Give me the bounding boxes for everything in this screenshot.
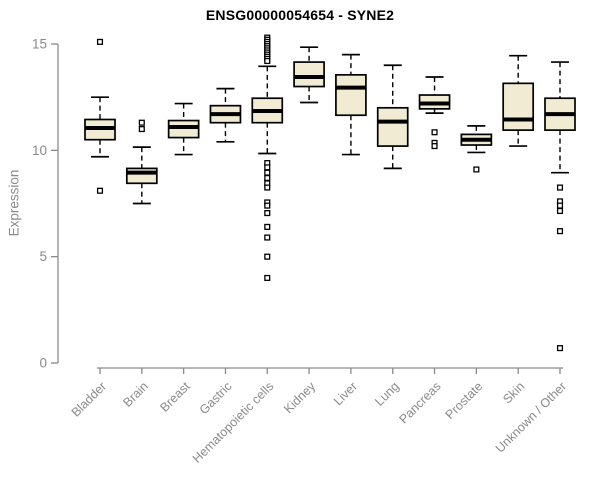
x-category-label-hematopoietic-cells: Hematopoietic cells [190,379,277,466]
outlier-point [556,202,564,209]
x-category-label-gastric: Gastric [197,379,235,417]
outlier-point [138,119,145,126]
box-breast [167,102,200,156]
outlier-point [264,174,271,182]
chart-title: ENSG00000054654 - SYNE2 [205,7,395,23]
box-kidney [293,46,325,104]
outlier-point [556,207,564,214]
box-unknown-other [544,61,576,352]
outlier-point [431,143,438,150]
y-tick-label: 15 [32,37,47,52]
outlier-point [96,187,104,194]
outlier-point [473,166,480,173]
box-prostate [460,125,493,173]
x-category-label-brain: Brain [120,379,151,410]
box-hematopoietic-cells [251,34,284,281]
x-category-label-unknown-other: Unknown / Other [493,379,569,455]
outlier-point [264,57,271,65]
x-category-label-prostate: Prostate [443,379,486,422]
outlier-point [264,210,271,217]
y-tick-label: 10 [32,143,47,158]
outlier-point [264,253,271,260]
box-skin [502,54,535,147]
outlier-point [431,129,438,136]
x-category-label-bladder: Bladder [69,379,109,419]
outlier-point [556,345,564,352]
y-axis: 0 5 10 15 [32,37,59,371]
outlier-point [264,202,271,209]
box-liver [335,53,367,156]
x-category-label-skin: Skin [500,379,527,406]
y-tick-label: 0 [39,356,47,371]
outlier-point [556,184,564,191]
x-category-label-pancreas: Pancreas [396,379,443,426]
outlier-point [264,164,271,171]
box-brain [125,119,158,205]
x-category-label-lung: Lung [372,379,402,409]
outlier-point [556,228,564,235]
outlier-point [264,169,271,176]
y-tick-label: 5 [39,249,47,264]
outlier-point [264,274,271,281]
box-gastric [209,87,242,143]
box-bladder [84,38,116,194]
outlier-point [264,184,271,191]
box-lung [376,64,409,170]
outlier-point [264,223,271,230]
x-category-label-liver: Liver [331,379,360,408]
outlier-point [96,38,104,45]
outlier-point [264,234,271,241]
outlier-point [138,126,145,133]
box-pancreas [418,76,451,150]
x-category-label-breast: Breast [157,379,193,415]
x-category-label-kidney: Kidney [281,379,318,416]
